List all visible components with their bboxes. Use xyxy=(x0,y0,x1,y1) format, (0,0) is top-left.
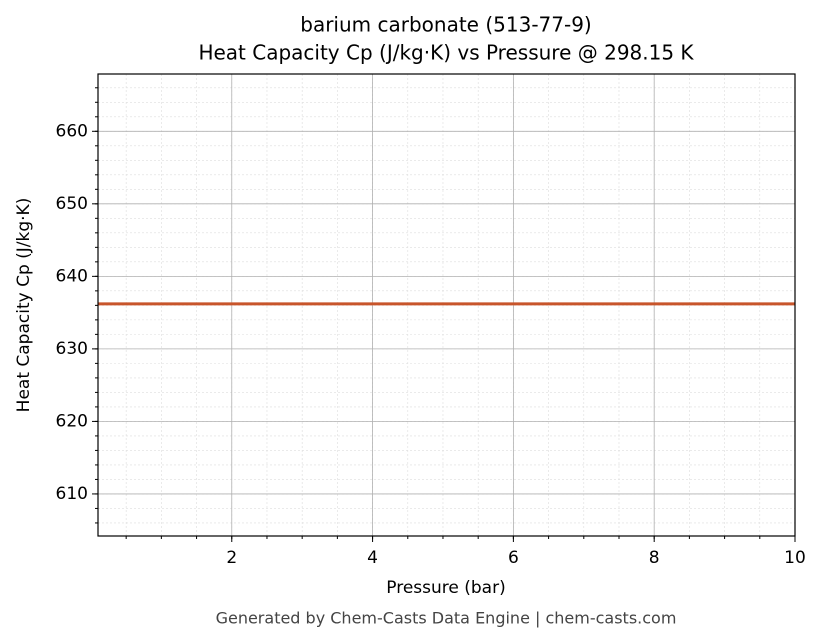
x-tick-label: 8 xyxy=(649,548,660,568)
x-axis-label: Pressure (bar) xyxy=(386,578,505,598)
x-tick-label: 10 xyxy=(784,548,806,568)
x-tick-label: 4 xyxy=(367,548,378,568)
chart-title: barium carbonate (513-77-9) xyxy=(300,13,591,37)
x-tick-label: 6 xyxy=(508,548,519,568)
y-tick-label: 610 xyxy=(56,484,88,504)
y-tick-label: 620 xyxy=(56,411,88,431)
y-tick-label: 660 xyxy=(56,121,88,141)
plot-frame xyxy=(97,73,796,537)
y-tick-label: 650 xyxy=(56,194,88,214)
footer: Generated by Chem-Casts Data Engine | ch… xyxy=(216,609,677,628)
y-tick-label: 630 xyxy=(56,339,88,359)
chart-subtitle: Heat Capacity Cp (J/kg·K) vs Pressure @ … xyxy=(198,41,694,65)
y-tick-label: 640 xyxy=(56,266,88,286)
y-axis-label: Heat Capacity Cp (J/kg·K) xyxy=(14,198,34,413)
x-tick-label: 2 xyxy=(226,548,237,568)
